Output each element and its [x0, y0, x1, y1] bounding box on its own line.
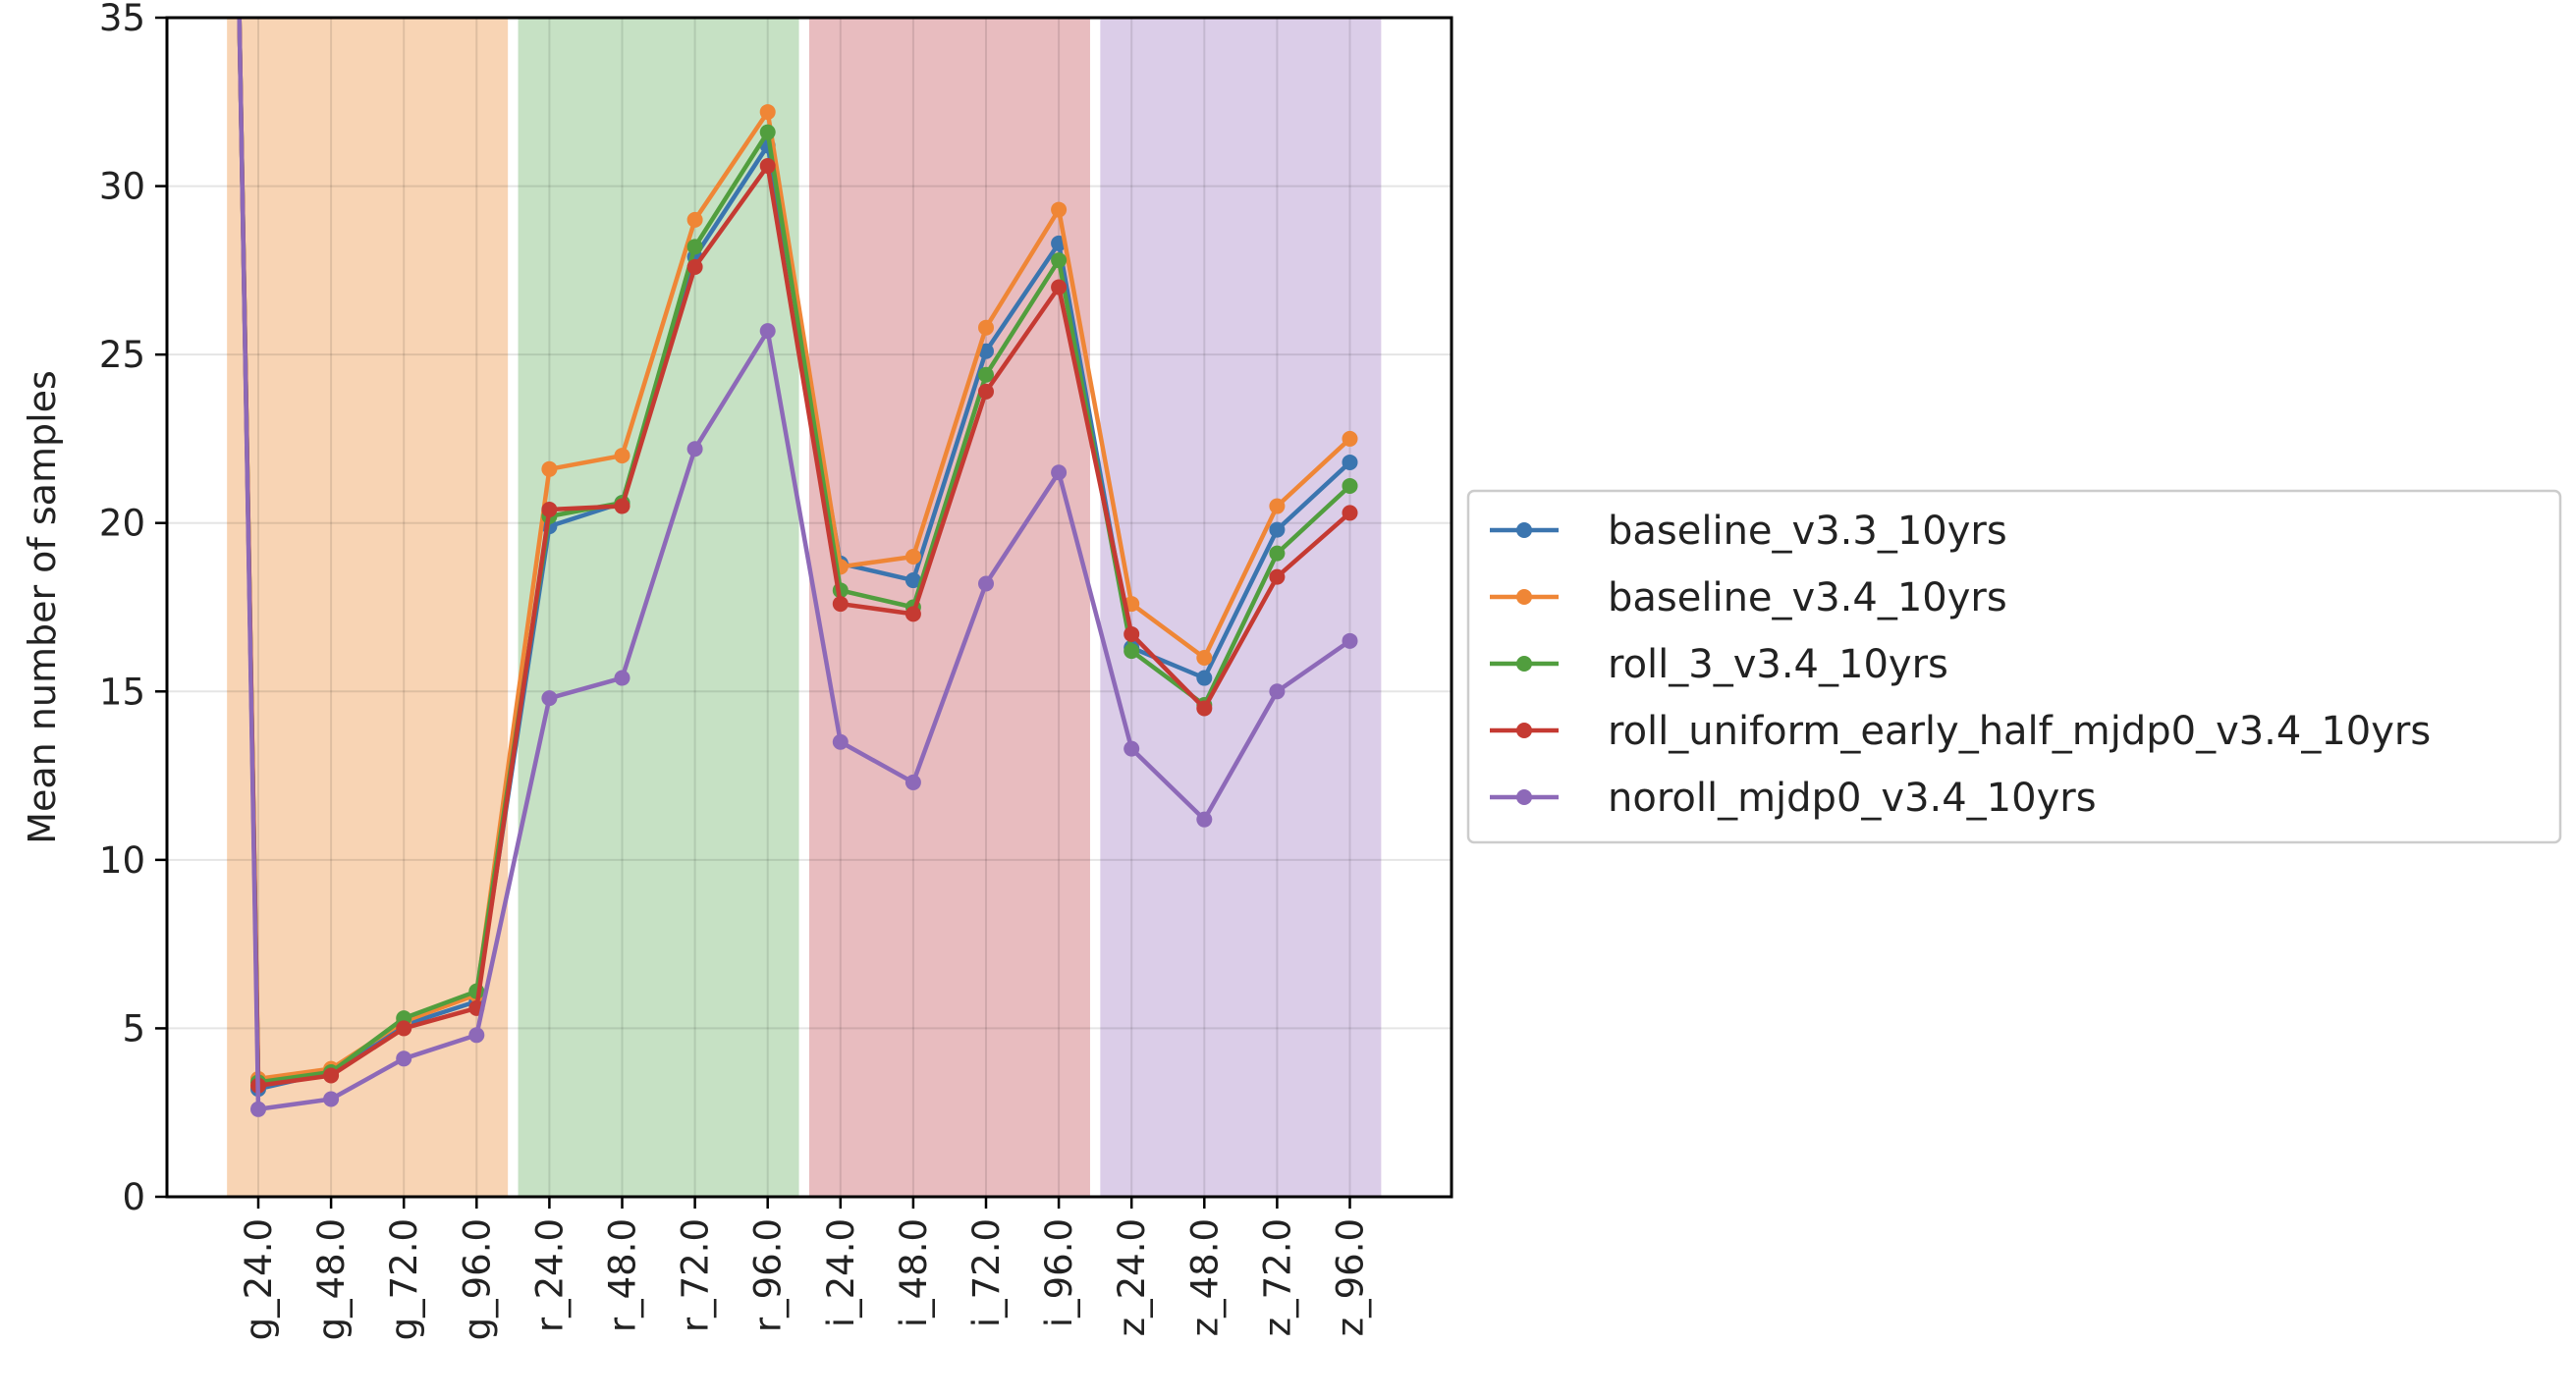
- point-4-6: [686, 441, 703, 458]
- x-tick-label-11: i_96.0: [1038, 1218, 1080, 1327]
- point-3-13: [1196, 700, 1213, 717]
- legend-label-3: roll_uniform_early_half_mjdp0_v3.4_10yrs: [1608, 709, 2431, 754]
- y-tick-label-0: 0: [122, 1176, 145, 1218]
- legend-marker-3: [1516, 723, 1532, 738]
- legend-label-2: roll_3_v3.4_10yrs: [1608, 642, 1948, 687]
- point-4-8: [832, 733, 849, 750]
- legend-label-1: baseline_v3.4_10yrs: [1608, 575, 2007, 620]
- point-3-5: [614, 498, 630, 514]
- x-axis: g_24.0 g_48.0 g_72.0 g_96.0 r_24.0 r_48.0 r_72…: [238, 1197, 1372, 1340]
- point-0-13: [1196, 670, 1213, 686]
- y-tick-label-7: 35: [99, 0, 145, 39]
- legend-box: [1466, 489, 2562, 844]
- x-tick-label-7: r_96.0: [747, 1218, 790, 1332]
- point-2-11: [1051, 252, 1068, 269]
- x-tick-label-1: g_48.0: [310, 1218, 353, 1340]
- point-4-7: [759, 323, 776, 340]
- x-tick-label-6: r_72.0: [675, 1218, 717, 1332]
- y-tick-label-2: 10: [99, 839, 145, 882]
- x-tick-label-8: i_24.0: [820, 1218, 862, 1327]
- plot-frame: [165, 16, 1453, 1199]
- y-tick-label-4: 20: [99, 503, 145, 545]
- y-axis: 0 5 10 15 20 25 30 35: [99, 0, 167, 1218]
- point-4-2: [396, 1050, 412, 1067]
- x-tick-label-9: i_48.0: [893, 1218, 935, 1327]
- point-4-11: [1051, 464, 1068, 481]
- point-1-9: [904, 549, 921, 565]
- point-3-11: [1051, 279, 1068, 296]
- point-2-7: [759, 124, 776, 140]
- point-1-14: [1269, 498, 1286, 514]
- point-2-12: [1124, 643, 1140, 660]
- point-2-14: [1269, 545, 1286, 562]
- point-2-10: [978, 366, 994, 383]
- point-4-15: [1342, 632, 1358, 649]
- point-1-6: [686, 211, 703, 228]
- point-0-9: [904, 572, 921, 589]
- series-group: [237, 18, 1358, 1117]
- point-1-11: [1051, 201, 1068, 218]
- point-1-15: [1342, 430, 1358, 447]
- point-3-4: [541, 501, 558, 517]
- point-1-10: [978, 319, 994, 336]
- point-3-7: [759, 157, 776, 174]
- y-tick-label-6: 30: [99, 166, 145, 208]
- y-tick-label-3: 15: [99, 671, 145, 713]
- point-3-2: [396, 1020, 412, 1037]
- y-tick-label-1: 5: [122, 1007, 145, 1050]
- point-0-14: [1269, 521, 1286, 538]
- legend-label-4: noroll_mjdp0_v3.4_10yrs: [1608, 776, 2097, 821]
- point-4-0: [250, 1101, 266, 1117]
- legend-marker-2: [1516, 656, 1532, 672]
- x-tick-label-10: i_72.0: [965, 1218, 1008, 1327]
- point-4-12: [1124, 740, 1140, 757]
- point-1-5: [614, 448, 630, 464]
- x-tick-label-12: z_24.0: [1111, 1218, 1153, 1336]
- x-tick-label-14: z_72.0: [1256, 1218, 1298, 1336]
- x-tick-label-0: g_24.0: [238, 1218, 280, 1340]
- legend-label-0: baseline_v3.3_10yrs: [1608, 509, 2007, 554]
- category-bands: [227, 18, 1382, 1197]
- x-tick-label-15: z_96.0: [1330, 1218, 1372, 1336]
- point-0-15: [1342, 454, 1358, 470]
- point-2-6: [686, 239, 703, 255]
- point-4-13: [1196, 811, 1213, 828]
- band-1: [518, 18, 799, 1197]
- point-4-9: [904, 774, 921, 790]
- point-3-8: [832, 596, 849, 613]
- legend: baseline_v3.3_10yrs baseline_v3.4_10yrsro…: [1466, 489, 2562, 844]
- x-tick-label-4: r_24.0: [528, 1218, 571, 1332]
- point-3-12: [1124, 625, 1140, 642]
- point-3-15: [1342, 505, 1358, 521]
- legend-marker-0: [1516, 522, 1532, 538]
- point-1-13: [1196, 649, 1213, 666]
- x-tick-label-2: g_72.0: [383, 1218, 425, 1340]
- point-3-9: [904, 606, 921, 622]
- y-tick-label-5: 25: [99, 334, 145, 376]
- point-4-14: [1269, 683, 1286, 700]
- x-tick-label-13: z_48.0: [1183, 1218, 1226, 1336]
- point-3-10: [978, 383, 994, 400]
- band-0: [227, 18, 509, 1197]
- point-1-4: [541, 460, 558, 477]
- legend-marker-1: [1516, 589, 1532, 605]
- y-axis-label: Mean number of samples: [21, 370, 64, 844]
- legend-marker-4: [1516, 789, 1532, 805]
- point-3-14: [1269, 568, 1286, 585]
- point-4-5: [614, 670, 630, 686]
- point-3-1: [323, 1067, 340, 1084]
- point-1-7: [759, 104, 776, 121]
- series-lines: [237, 18, 1358, 1117]
- point-3-6: [686, 258, 703, 275]
- x-tick-label-5: r_48.0: [602, 1218, 644, 1332]
- point-4-10: [978, 575, 994, 592]
- point-4-4: [541, 690, 558, 707]
- point-4-1: [323, 1091, 340, 1107]
- x-tick-label-3: g_96.0: [456, 1218, 498, 1340]
- point-4-3: [468, 1027, 485, 1044]
- point-2-15: [1342, 477, 1358, 494]
